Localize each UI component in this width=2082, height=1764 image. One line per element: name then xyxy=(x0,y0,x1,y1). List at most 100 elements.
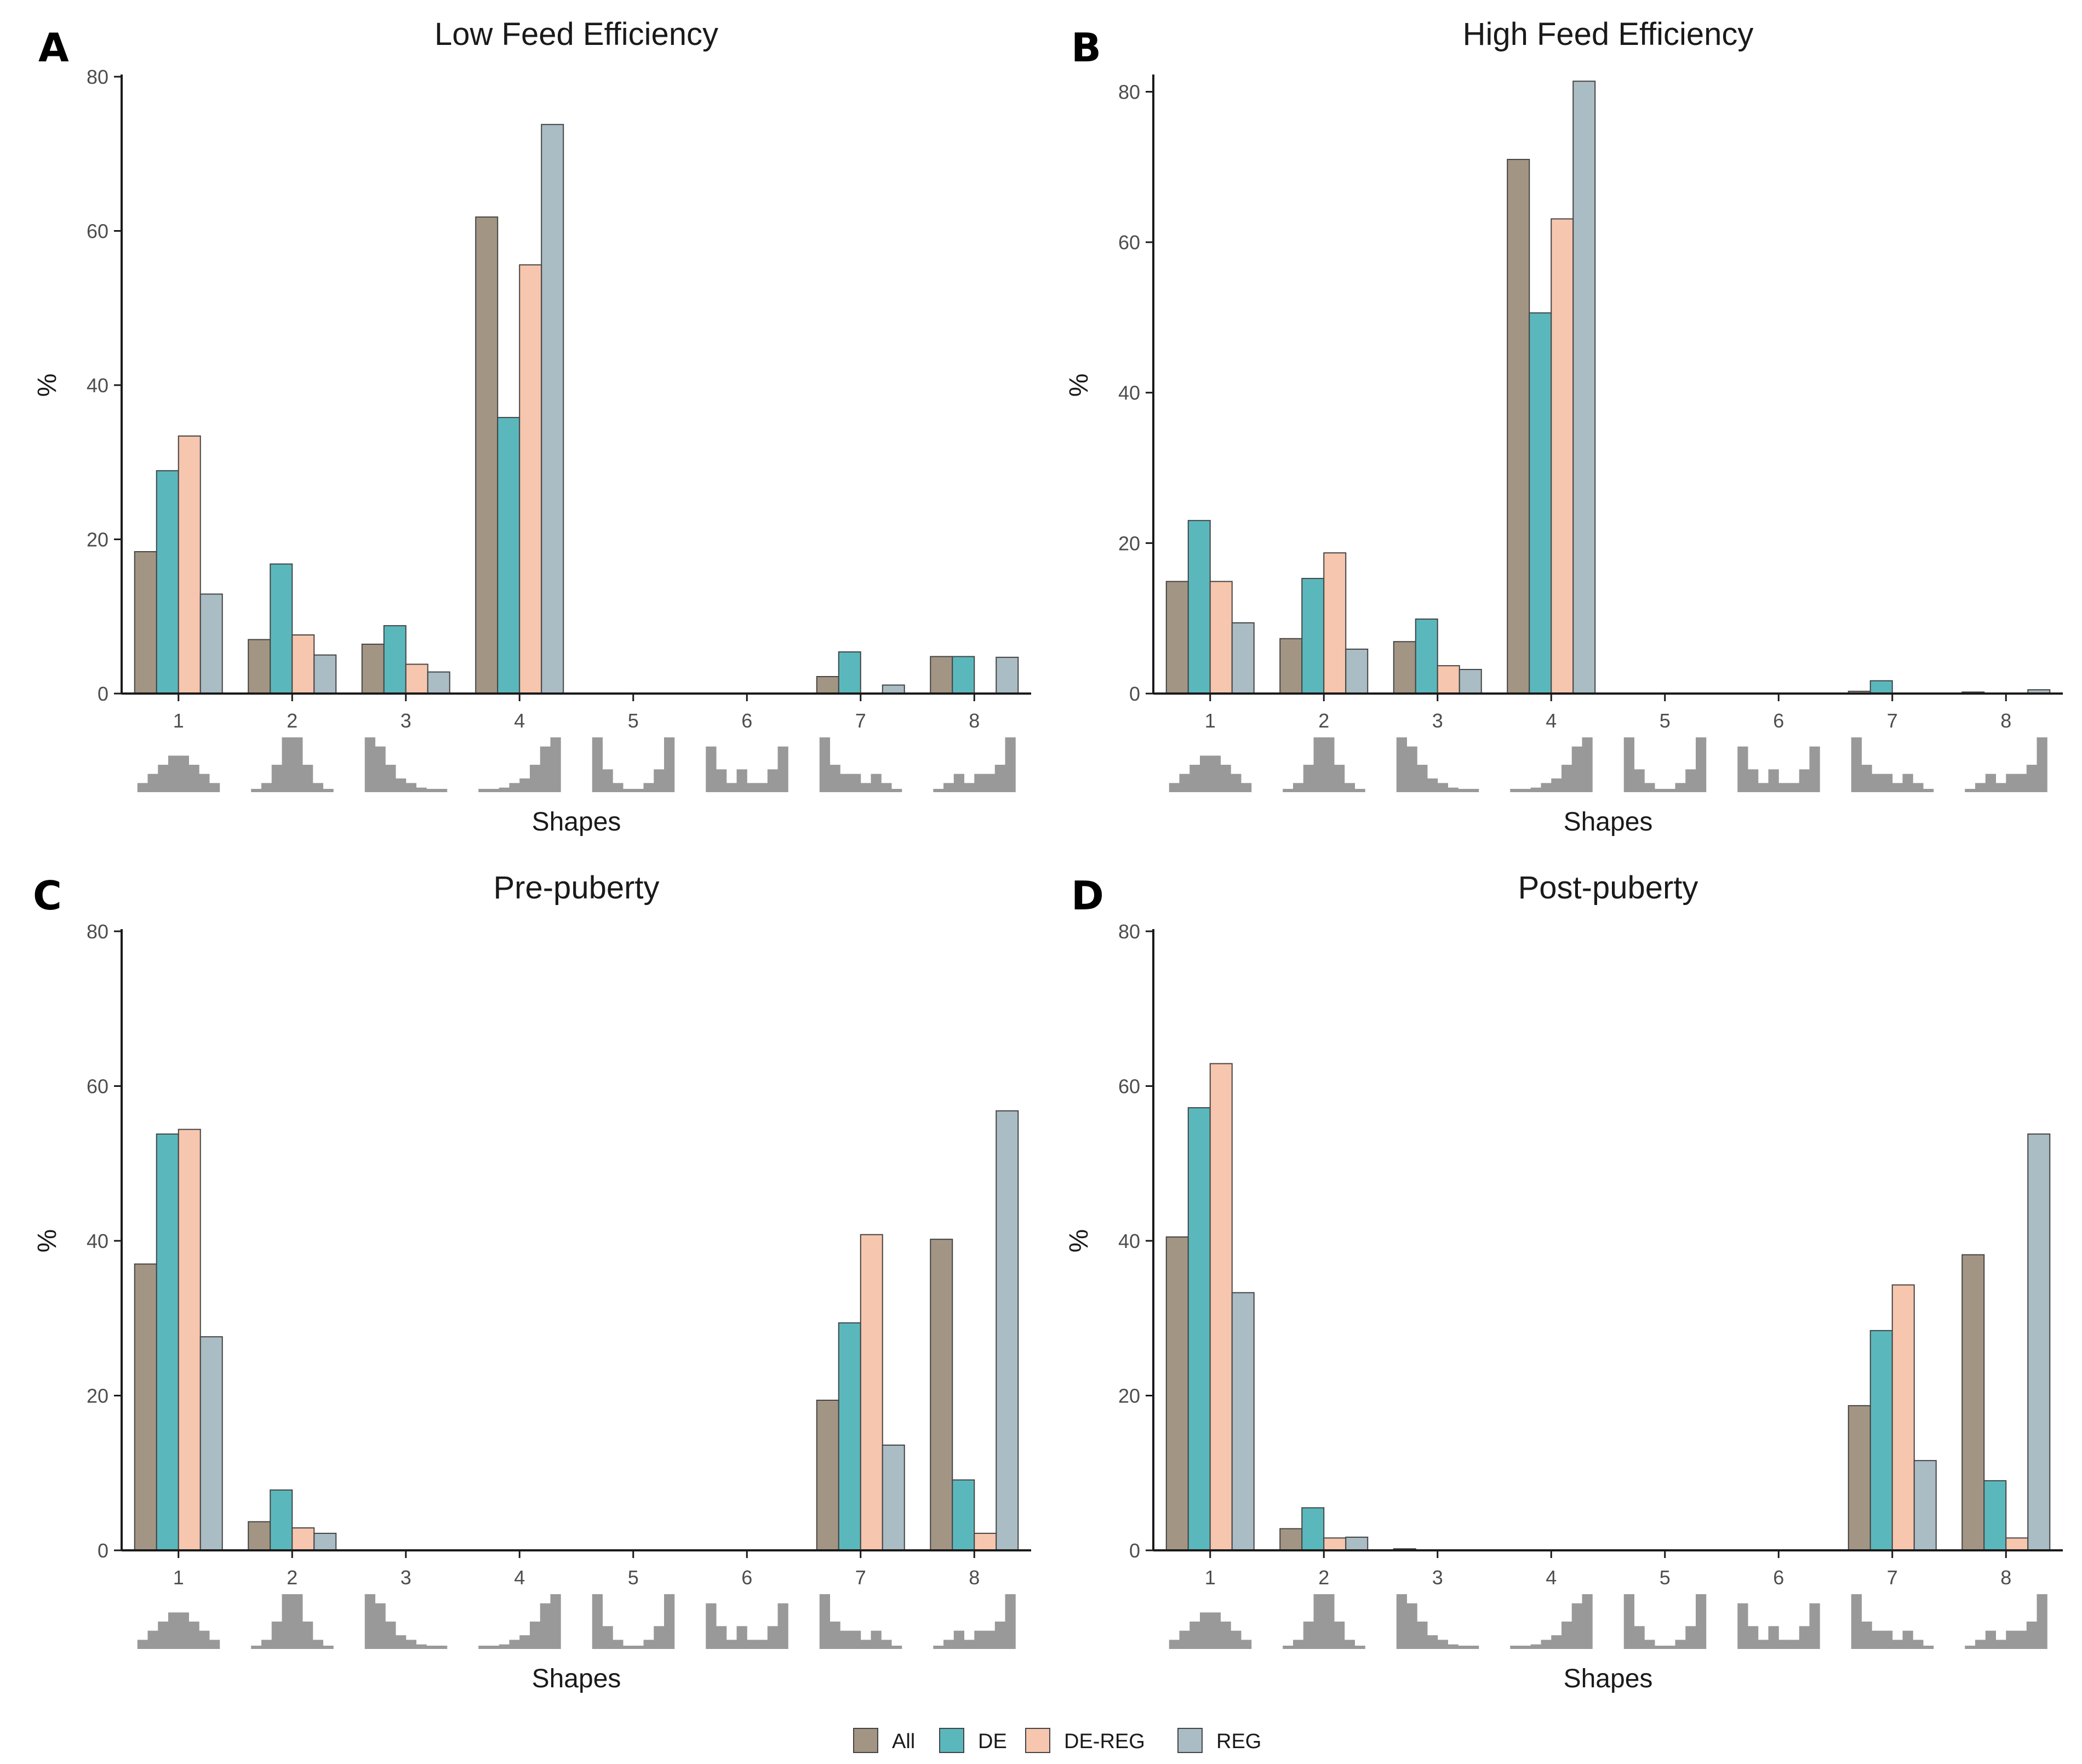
shape-icon-step xyxy=(147,774,158,792)
bar-reg-shape-7 xyxy=(1913,1460,1937,1551)
x-tick-label: 5 xyxy=(1660,709,1671,732)
shape-icon-step xyxy=(540,1603,551,1649)
x-tick-label: 1 xyxy=(173,709,184,732)
panel-letter: D xyxy=(1071,873,1104,919)
bar-de-shape-4 xyxy=(497,417,520,694)
panel-letter: B xyxy=(1071,25,1101,71)
y-tick-label: 40 xyxy=(1118,382,1140,404)
bar-de-reg-shape-1 xyxy=(1209,581,1233,695)
shape-icon-step xyxy=(974,774,985,792)
shape-icon-step xyxy=(178,1612,189,1649)
bar-reg-shape-1 xyxy=(199,593,223,694)
shape-icon-step xyxy=(1571,1603,1582,1649)
shape-icon-step xyxy=(1913,1640,1924,1649)
bar-de-shape-7 xyxy=(838,1322,861,1551)
x-tick-label: 6 xyxy=(1773,1566,1784,1589)
shape-icon-step xyxy=(209,783,220,792)
shape-icon-step xyxy=(1510,1646,1521,1649)
shape-icon-step xyxy=(1985,774,1996,792)
x-axis-title: Shapes xyxy=(1564,807,1653,837)
late-peak-shape-icon xyxy=(478,737,561,792)
shape-icon-step xyxy=(777,746,788,792)
shape-icon-step xyxy=(891,789,902,792)
y-axis-title: % xyxy=(1065,1229,1094,1253)
shape-icon-step xyxy=(1210,1612,1221,1649)
shape-icon-step xyxy=(643,783,654,792)
x-tick-label: 1 xyxy=(1205,709,1216,732)
shape-icon-step xyxy=(1851,737,1862,792)
legend-swatch-de-reg xyxy=(1025,1728,1050,1753)
bar-de-shape-2 xyxy=(270,1489,293,1551)
shape-icon-step xyxy=(426,789,437,792)
shape-icon-step xyxy=(840,774,851,792)
shape-icon-step xyxy=(850,774,861,792)
shape-icon-step xyxy=(1737,746,1748,792)
bar-all-shape-1 xyxy=(1165,581,1189,695)
shape-icon-step xyxy=(943,783,954,792)
bar-de-reg-shape-4 xyxy=(1551,218,1574,694)
shape-icon-step xyxy=(385,1622,396,1649)
shape-icon-step xyxy=(282,1594,293,1649)
x-tick-label: 5 xyxy=(628,1566,639,1589)
x-tick-label: 4 xyxy=(514,1566,525,1589)
bar-reg-shape-3 xyxy=(427,671,450,694)
shape-icon-step xyxy=(1571,746,1582,792)
shape-icon-step xyxy=(396,778,407,792)
shape-icon-step xyxy=(1768,1626,1779,1649)
shape-icon-step xyxy=(282,737,293,792)
bar-all-shape-1 xyxy=(1165,1236,1189,1551)
bar-all-shape-4 xyxy=(1507,159,1530,694)
y-tick-label: 80 xyxy=(1118,81,1140,103)
shape-icon-step xyxy=(1892,783,1903,792)
shape-icon-step xyxy=(1324,1594,1335,1649)
shape-icon-step xyxy=(1789,783,1800,792)
shape-icon-step xyxy=(747,783,758,792)
shape-icon-step xyxy=(974,1630,985,1649)
shape-icon-step xyxy=(1675,783,1686,792)
shape-icon-step xyxy=(1179,1630,1190,1649)
bell-shape-icon xyxy=(1169,1612,1252,1649)
narrow-peak-shape-icon xyxy=(251,737,334,792)
shape-icon-step xyxy=(1210,755,1221,792)
x-tick-label: 8 xyxy=(2000,1566,2011,1589)
late-peak-shape-icon xyxy=(1510,1594,1593,1649)
shape-icon-step xyxy=(1530,1644,1541,1649)
shape-icon-step xyxy=(613,1640,624,1649)
shape-icon-step xyxy=(364,737,375,792)
bar-de-reg-shape-1 xyxy=(1209,1063,1233,1551)
shape-icon-step xyxy=(147,1630,158,1649)
x-tick-label: 7 xyxy=(855,1566,866,1589)
shape-icon-step xyxy=(168,1612,179,1649)
early-peak-shape-icon xyxy=(1396,737,1479,792)
shape-icon-step xyxy=(1809,1603,1820,1649)
panel-title: Low Feed Efficiency xyxy=(434,16,718,52)
shape-icon-step xyxy=(1758,783,1769,792)
shape-icon-step xyxy=(592,737,603,792)
shape-icon-step xyxy=(623,789,634,792)
y-tick-label: 0 xyxy=(1129,683,1140,705)
bar-reg-shape-1 xyxy=(199,1336,223,1551)
shape-icon-step xyxy=(819,737,830,792)
x-tick-label: 7 xyxy=(1887,1566,1898,1589)
shape-icon-step xyxy=(251,1646,262,1649)
bar-de-shape-4 xyxy=(1529,312,1552,694)
shape-icon-step xyxy=(1427,778,1438,792)
panel-title: Post-puberty xyxy=(1518,870,1698,906)
late-peak-shape-icon xyxy=(1510,737,1593,792)
shape-icon-step xyxy=(1005,1594,1016,1649)
early-multimodal-shape-icon xyxy=(819,1594,902,1649)
shape-icon-step xyxy=(1231,774,1242,792)
shape-icon-step xyxy=(1520,789,1531,792)
early-peak-shape-icon xyxy=(364,737,448,792)
shape-icon-step xyxy=(1799,769,1810,792)
shape-icon-step xyxy=(1748,1626,1759,1649)
shape-icon-step xyxy=(1778,783,1789,792)
y-axis-title: % xyxy=(33,1229,62,1253)
legend-swatch-reg xyxy=(1177,1728,1203,1753)
shape-icon-step xyxy=(706,1603,717,1649)
shape-icon-step xyxy=(1324,737,1335,792)
shape-icon-step xyxy=(1396,1594,1407,1649)
bar-all-shape-8 xyxy=(1961,1254,1985,1551)
late-multimodal-shape-icon xyxy=(1965,1594,2047,1649)
